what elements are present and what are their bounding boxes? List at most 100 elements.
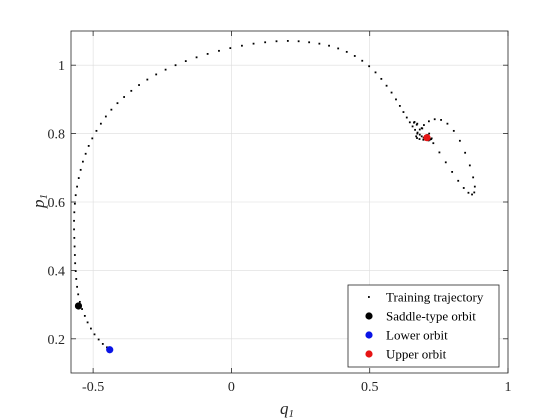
training-trajectory-point: [408, 121, 411, 124]
training-trajectory-point: [418, 133, 421, 136]
training-trajectory-point: [218, 49, 220, 52]
training-trajectory-point: [77, 293, 80, 296]
training-trajectory-point: [73, 202, 76, 205]
axis-labels: q1 p1: [29, 194, 294, 420]
training-trajectory-point: [471, 193, 473, 196]
training-trajectory-point: [451, 171, 454, 173]
training-trajectory-point: [433, 118, 436, 121]
training-trajectory-point: [76, 185, 78, 188]
training-trajectory-point: [415, 135, 418, 138]
training-trajectory-point: [472, 176, 475, 179]
training-trajectory-point: [99, 122, 102, 125]
training-trajectory-point: [427, 120, 430, 123]
legend-label-lower-orbit: Lower orbit: [386, 328, 448, 343]
training-trajectory-point: [116, 102, 119, 105]
training-trajectory-point: [438, 151, 441, 154]
x-tick-label: 1: [505, 380, 512, 395]
training-trajectory-point: [464, 151, 467, 154]
training-trajectory-point: [93, 333, 96, 336]
grid: [71, 31, 509, 373]
training-trajectory-point: [74, 270, 77, 272]
upper-orbit-marker: [423, 134, 431, 142]
training-trajectory-point: [97, 338, 100, 341]
training-trajectory-point: [420, 135, 423, 138]
y-axis-label: p1: [29, 194, 50, 209]
training-trajectory-point: [184, 60, 187, 62]
legend-marker-lower-orbit: [365, 331, 373, 339]
legend-marker-saddle-type-orbit: [365, 312, 373, 320]
legend: Training trajectory Saddle-type orbit Lowe…: [347, 284, 500, 368]
training-trajectory-point: [390, 91, 393, 94]
training-trajectory-point: [146, 78, 149, 81]
training-trajectory-point: [473, 191, 476, 194]
x-tick-label: 0.5: [361, 380, 379, 395]
training-trajectory-point: [138, 84, 140, 86]
training-trajectory-point: [84, 152, 87, 155]
training-trajectory-point: [81, 308, 83, 310]
training-trajectory-point: [395, 98, 397, 101]
training-trajectory-point: [101, 343, 104, 345]
training-trajectory-point: [462, 187, 465, 189]
training-trajectory-point: [430, 137, 433, 140]
x-tick-label: 0: [228, 380, 235, 395]
training-trajectory-point: [110, 108, 113, 111]
training-trajectory-point: [411, 125, 414, 128]
training-trajectory-point: [90, 327, 92, 330]
training-trajectory-point: [418, 138, 421, 140]
training-trajectory-point: [77, 177, 80, 179]
training-trajectory-point: [241, 44, 243, 47]
training-trajectory-point: [452, 129, 455, 132]
training-trajectory-point: [457, 179, 460, 182]
training-trajectory-point: [473, 185, 476, 188]
training-trajectory-point: [416, 132, 419, 135]
legend-marker-upper-orbit: [365, 350, 373, 358]
training-trajectory-point: [195, 56, 198, 59]
training-trajectory-point: [73, 219, 75, 222]
training-trajectory-point: [275, 40, 278, 43]
legend-label-training-trajectory: Training trajectory: [386, 290, 484, 305]
legend-label-saddle-type-orbit: Saddle-type orbit: [386, 309, 476, 324]
x-tick-label: -0.5: [82, 380, 104, 395]
training-trajectory-point: [415, 123, 418, 126]
y-tick-label: 0.6: [48, 196, 66, 211]
y-tick-label: 0.2: [48, 333, 66, 348]
saddle-type-orbit-marker: [74, 302, 83, 310]
training-trajectory-point: [398, 104, 401, 107]
training-trajectory-point: [155, 73, 158, 76]
ticks: -0.5 0 0.5 1 0.2 0.4 0.6 0.8 1: [48, 31, 512, 395]
training-trajectory-point: [337, 47, 340, 50]
legend-label-upper-orbit: Upper orbit: [386, 347, 447, 362]
training-trajectory-point: [81, 160, 84, 163]
x-axis-label: q1: [280, 399, 294, 420]
training-trajectory-point: [264, 41, 267, 44]
training-trajectory-point: [318, 42, 321, 45]
training-trajectory-point: [423, 124, 425, 126]
data-layer: [73, 40, 476, 354]
training-trajectory-point: [130, 89, 133, 92]
training-trajectory-point: [76, 285, 78, 288]
training-trajectory-point: [73, 228, 75, 231]
lower-orbit-marker: [106, 346, 114, 354]
training-trajectory-point: [458, 139, 461, 142]
training-trajectory-point: [87, 145, 90, 147]
training-trajectory-point: [345, 50, 348, 53]
training-trajectory-point: [416, 122, 419, 125]
training-trajectory-point: [405, 116, 408, 119]
training-trajectory-point: [229, 47, 232, 49]
training-trajectory-point: [413, 121, 416, 123]
training-trajectory-point: [164, 68, 167, 71]
training-trajectory-point: [440, 119, 442, 121]
training-trajectory-point: [252, 42, 255, 45]
training-trajectory-point: [428, 132, 431, 135]
y-tick-label: 0.4: [48, 264, 66, 279]
training-trajectory-point: [75, 278, 78, 280]
training-trajectory-point: [206, 53, 209, 55]
y-tick-label: 0.8: [48, 128, 66, 143]
training-trajectory-point: [353, 55, 356, 57]
training-trajectory-point: [446, 122, 449, 125]
training-trajectory-point: [467, 191, 470, 194]
training-trajectory-point: [106, 346, 108, 349]
training-trajectory-point: [297, 40, 300, 43]
training-trajectory-point: [402, 111, 405, 113]
